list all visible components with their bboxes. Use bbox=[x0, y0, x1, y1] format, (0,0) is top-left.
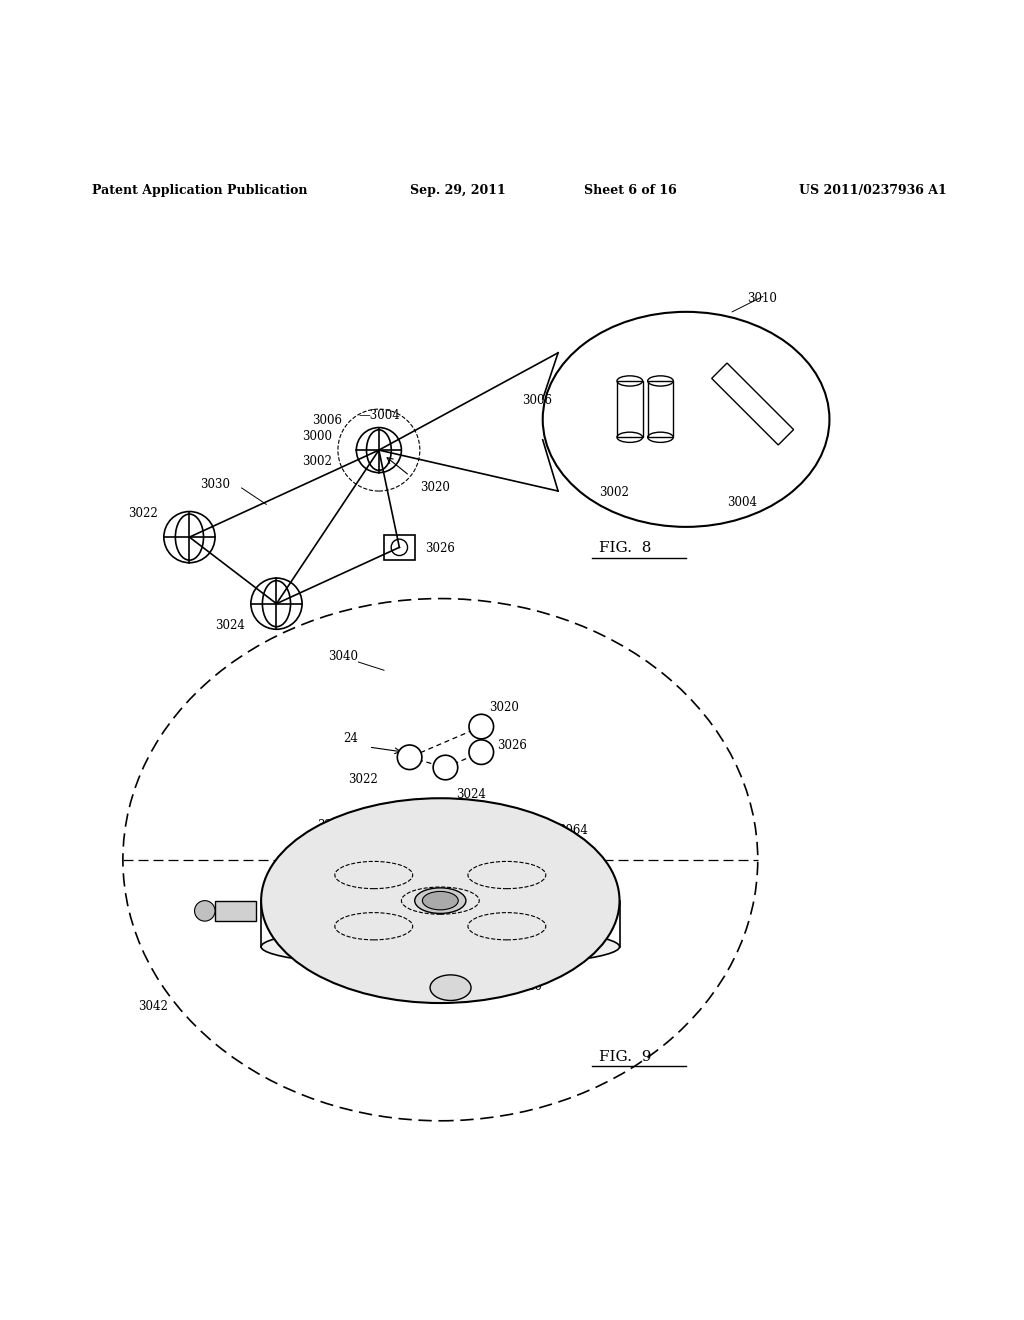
Text: 3024: 3024 bbox=[456, 788, 485, 801]
Text: 3002: 3002 bbox=[599, 486, 629, 499]
Text: 30: 30 bbox=[527, 979, 543, 993]
Text: 24: 24 bbox=[343, 731, 358, 744]
Ellipse shape bbox=[261, 799, 620, 1003]
Text: FIG.  8: FIG. 8 bbox=[599, 541, 651, 556]
Text: —3004: —3004 bbox=[358, 409, 400, 422]
Text: 3000: 3000 bbox=[302, 430, 332, 442]
Text: 3022: 3022 bbox=[348, 774, 378, 785]
Text: FIG.  9: FIG. 9 bbox=[599, 1051, 651, 1064]
Ellipse shape bbox=[430, 975, 471, 1001]
Text: 3006: 3006 bbox=[522, 393, 552, 407]
Text: 3020: 3020 bbox=[420, 480, 450, 494]
Text: 3002: 3002 bbox=[302, 455, 332, 469]
Ellipse shape bbox=[195, 900, 215, 921]
Text: 3042: 3042 bbox=[138, 1001, 168, 1014]
Text: 3004: 3004 bbox=[727, 496, 757, 510]
Polygon shape bbox=[215, 900, 256, 921]
Circle shape bbox=[433, 755, 458, 780]
Text: 2066: 2066 bbox=[467, 804, 497, 817]
Ellipse shape bbox=[261, 927, 620, 968]
Text: 2062: 2062 bbox=[365, 969, 394, 982]
Text: 31: 31 bbox=[442, 987, 458, 1001]
Text: 3030: 3030 bbox=[200, 478, 229, 491]
Text: US 2011/0237936 A1: US 2011/0237936 A1 bbox=[799, 183, 946, 197]
Text: 3020: 3020 bbox=[489, 701, 519, 714]
Text: 3024: 3024 bbox=[215, 619, 245, 632]
Circle shape bbox=[469, 714, 494, 739]
Text: 3010: 3010 bbox=[748, 292, 777, 305]
Text: 3006: 3006 bbox=[312, 414, 342, 428]
Text: 2064: 2064 bbox=[558, 824, 588, 837]
Text: Sheet 6 of 16: Sheet 6 of 16 bbox=[584, 183, 677, 197]
Circle shape bbox=[469, 741, 494, 764]
Text: 3026: 3026 bbox=[497, 739, 526, 752]
Text: 3040: 3040 bbox=[328, 649, 357, 663]
Text: 3026: 3026 bbox=[425, 543, 455, 556]
Text: Patent Application Publication: Patent Application Publication bbox=[92, 183, 307, 197]
Ellipse shape bbox=[422, 891, 459, 909]
Ellipse shape bbox=[415, 888, 466, 913]
Text: 3022: 3022 bbox=[128, 507, 158, 520]
Text: Sep. 29, 2011: Sep. 29, 2011 bbox=[410, 183, 506, 197]
Circle shape bbox=[397, 744, 422, 770]
Text: 32: 32 bbox=[317, 818, 333, 832]
